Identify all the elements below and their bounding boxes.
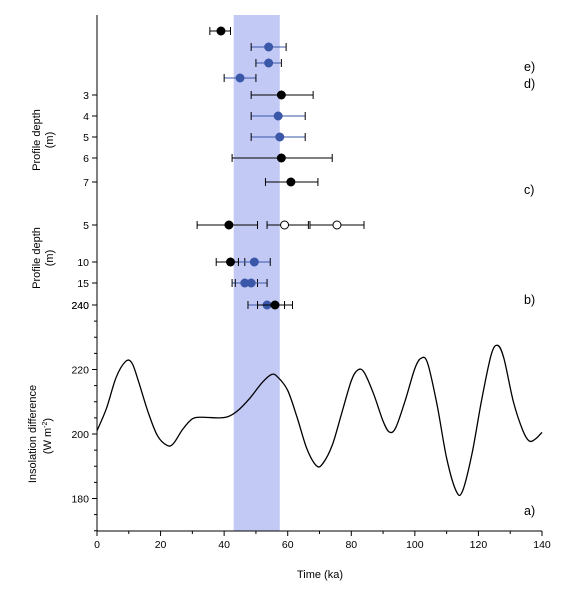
data-point [276, 90, 286, 100]
y-tick-label: 200 [71, 429, 89, 441]
data-point [226, 257, 235, 267]
x-tick-label: 120 [470, 539, 488, 551]
data-points [196, 26, 365, 310]
panel-b-ylabel-line1: Profile depth [31, 227, 43, 289]
panel-c-y-axis: 3 4 5 6 7 [83, 90, 97, 189]
x-tick-label: 40 [218, 539, 230, 551]
panel-label-c: c) [524, 183, 534, 197]
data-point [270, 300, 280, 310]
y-tick-label: 240 [71, 300, 89, 312]
insolation-ylabel-line2: (W m-2) [42, 418, 54, 454]
data-point [280, 220, 290, 230]
x-tick-label: 80 [345, 539, 357, 551]
y-tick-label: 180 [71, 494, 89, 506]
y-tick-label: 10 [77, 257, 89, 269]
panel-label-b: b) [524, 293, 535, 307]
panel-b-y-axis: 5 10 15 240 [71, 220, 97, 312]
insolation-ylabel-close: ) [42, 418, 54, 422]
y-tick-label: 5 [83, 132, 89, 144]
data-point [249, 257, 259, 267]
x-tick-label: 0 [94, 539, 100, 551]
x-axis-label: Time (ka) [297, 569, 343, 581]
x-tick-label: 140 [533, 539, 551, 551]
insolation-ylabel-line1: Insolation difference [27, 385, 39, 483]
insolation-y-axis: 180 200 220 240 [71, 300, 97, 532]
data-point [273, 111, 283, 121]
data-point [332, 220, 342, 230]
panel-c-ylabel-line2: (m) [44, 132, 56, 149]
panel-b-ylabel-line2: (m) [44, 250, 56, 267]
x-axis-ticks: 0 20 40 60 80 100 120 140 [94, 531, 551, 551]
data-point [276, 153, 286, 163]
insolation-ylabel-unit: (W m [42, 428, 54, 454]
panel-label-d: d) [524, 77, 535, 91]
data-point [246, 278, 256, 288]
insolation-curve [96, 344, 543, 497]
data-point [224, 220, 234, 230]
y-tick-label: 240 [71, 300, 89, 312]
data-point [264, 42, 274, 52]
panel-label-a: a) [524, 504, 535, 518]
y-tick-label: 3 [83, 90, 89, 102]
y-tick-label: 220 [71, 365, 89, 377]
x-tick-label: 100 [406, 539, 424, 551]
panel-c-ylabel-line1: Profile depth [31, 109, 43, 171]
y-tick-label: 5 [83, 220, 89, 232]
x-tick-label: 20 [155, 539, 167, 551]
data-point [264, 58, 274, 68]
y-tick-label: 4 [83, 111, 89, 123]
data-point [286, 177, 296, 187]
y-tick-label: 6 [83, 153, 89, 165]
x-tick-label: 60 [282, 539, 294, 551]
data-point [275, 132, 285, 142]
panel-label-e: e) [524, 60, 535, 74]
highlight-band [233, 15, 280, 531]
data-point [216, 26, 226, 36]
data-point [235, 73, 245, 83]
insolation-ylabel-exponent: -2 [42, 421, 49, 427]
y-tick-label: 15 [77, 278, 89, 290]
y-tick-label: 7 [83, 177, 89, 189]
